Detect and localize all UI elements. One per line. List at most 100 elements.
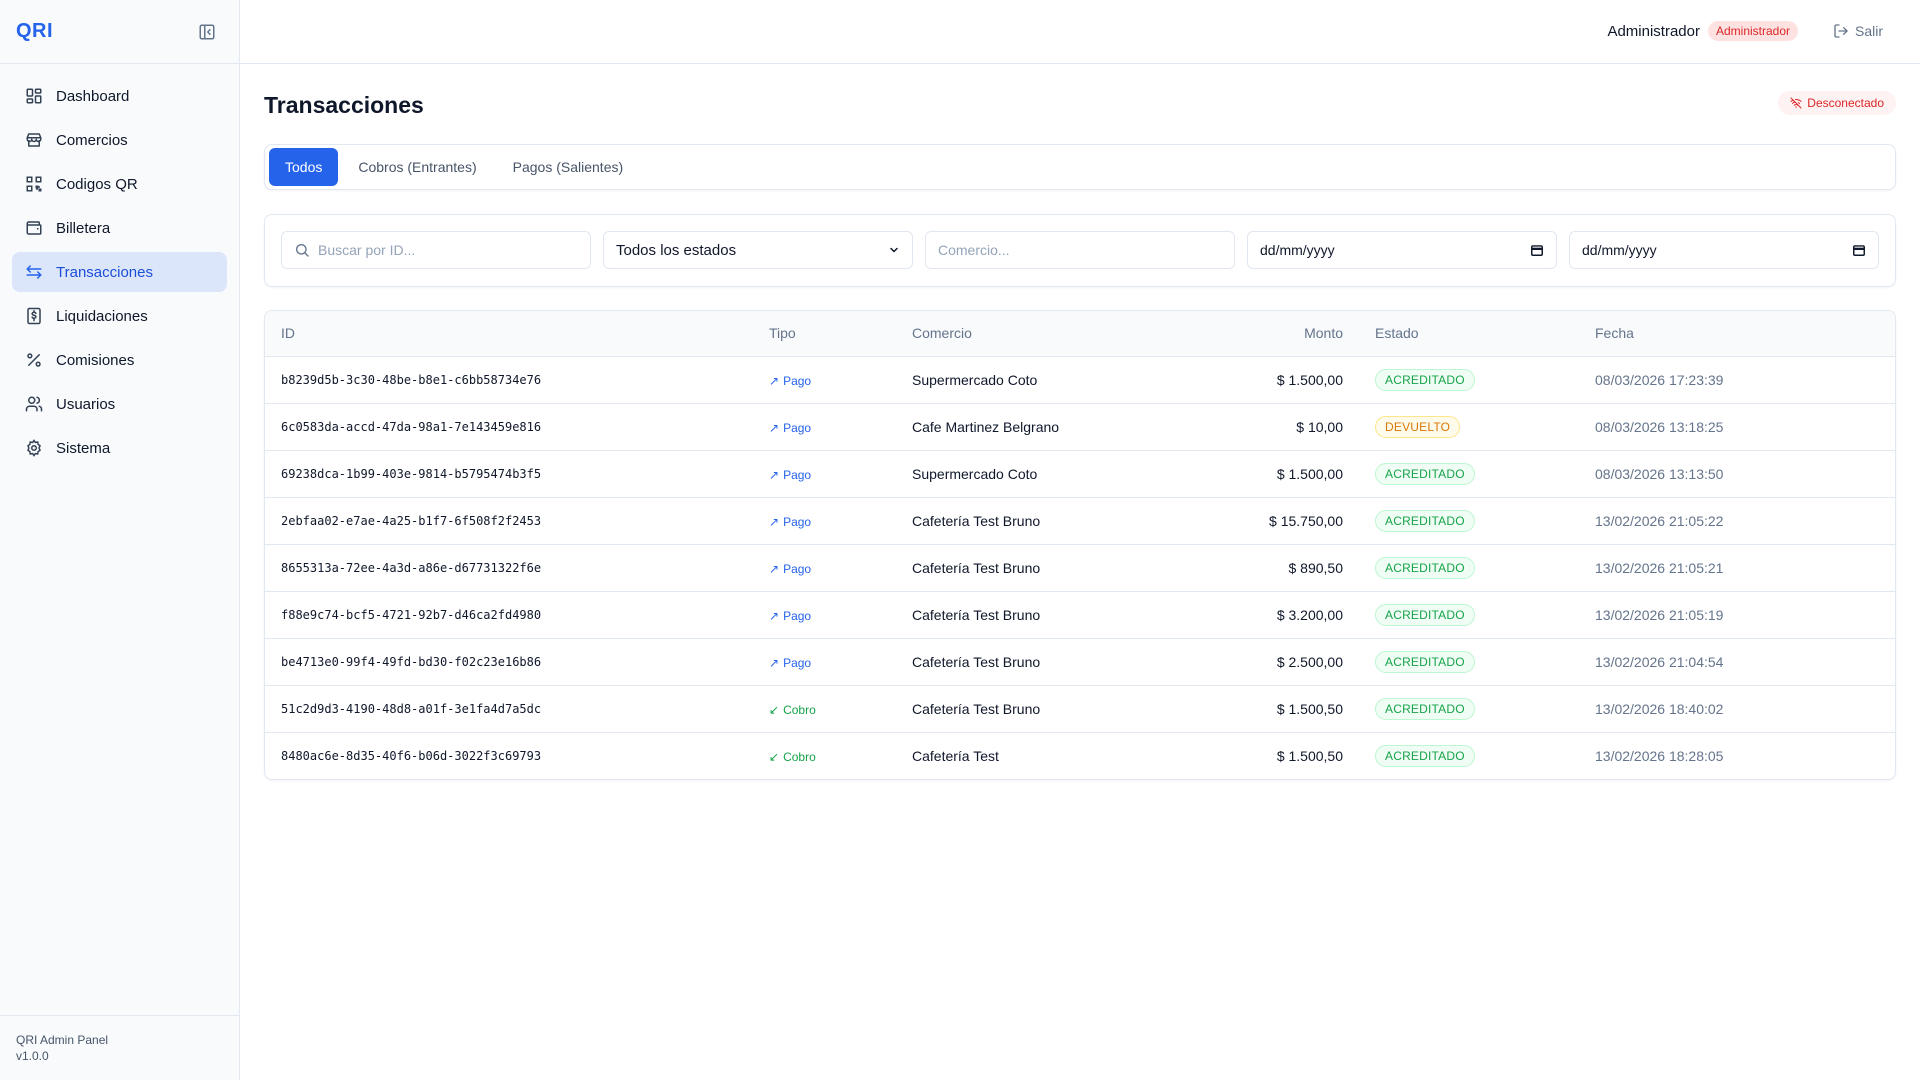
column-header-tipo[interactable]: Tipo: [769, 325, 796, 342]
tab-pagos[interactable]: Pagos (Salientes): [512, 159, 624, 175]
status-badge: ACREDITADO: [1375, 462, 1475, 485]
calendar-icon[interactable]: [1530, 243, 1544, 257]
arrow-up-right-icon: ↗: [769, 514, 780, 529]
table-row[interactable]: 8480ac6e-8d35-40f6-b06d-3022f3c69793 ↙ Cob…: [265, 732, 1895, 779]
type-badge: ↙ Cobro: [769, 750, 816, 764]
cell-monto: $ 1.500,00: [1276, 465, 1343, 482]
status-badge: ACREDITADO: [1375, 650, 1475, 673]
cell-monto: $ 10,00: [1296, 418, 1343, 435]
logout-button[interactable]: Salir: [1833, 23, 1883, 39]
sidebar-item-usuarios[interactable]: Usuarios: [12, 384, 227, 424]
cell-comercio: Cafetería Test: [912, 747, 999, 764]
table-row[interactable]: be4713e0-99f4-49fd-bd30-f02c23e16b86 ↗ Pag…: [265, 638, 1895, 685]
calendar-icon[interactable]: [1852, 243, 1866, 257]
sidebar-item-comercios[interactable]: Comercios: [12, 120, 227, 160]
cell-estado: ACREDITADO: [1359, 591, 1579, 638]
cell-id: 8655313a-72ee-4a3d-a86e-d67731322f6e: [281, 560, 542, 575]
sidebar-item-billetera[interactable]: Billetera: [12, 208, 227, 248]
connection-status-label: Desconectado: [1807, 96, 1884, 110]
cell-tipo: ↗ Pago: [753, 450, 896, 497]
users-icon: [24, 394, 44, 414]
cell-id: 2ebfaa02-e7ae-4a25-b1f7-6f508f2f2453: [281, 513, 542, 528]
cell-tipo: ↗ Pago: [753, 591, 896, 638]
table-row[interactable]: 6c0583da-accd-47da-98a1-7e143459e816 ↗ Pag…: [265, 403, 1895, 450]
arrow-down-left-icon: ↙: [769, 702, 780, 717]
date-from-input[interactable]: dd/mm/yyyy: [1247, 231, 1557, 269]
tab-cobros[interactable]: Cobros (Entrantes): [358, 159, 477, 175]
app-logo[interactable]: QRI: [16, 20, 54, 42]
table-row[interactable]: 2ebfaa02-e7ae-4a25-b1f7-6f508f2f2453 ↗ Pag…: [265, 497, 1895, 544]
type-label: Cobro: [783, 702, 816, 717]
percent-icon: [24, 350, 44, 370]
arrow-down-left-icon: ↙: [769, 749, 780, 764]
logout-label: Salir: [1855, 23, 1884, 39]
transaction-tabs: Todos Cobros (Entrantes) Pagos (Saliente…: [264, 144, 1896, 190]
user-name: Administrador: [1607, 23, 1700, 40]
cell-id: 51c2d9d3-4190-48d8-a01f-3e1fa4d7a5dc: [281, 701, 542, 716]
column-header-comercio[interactable]: Comercio: [912, 325, 972, 342]
search-icon: [296, 244, 309, 257]
cell-id: 6c0583da-accd-47da-98a1-7e143459e816: [281, 419, 542, 434]
chevron-down-icon: [890, 247, 898, 253]
table-row[interactable]: 8655313a-72ee-4a3d-a86e-d67731322f6e ↗ Pag…: [265, 544, 1895, 591]
cell-estado: DEVUELTO: [1359, 403, 1579, 450]
sidebar-item-dashboard[interactable]: Dashboard: [12, 76, 227, 116]
column-header-estado[interactable]: Estado: [1375, 325, 1419, 342]
sidebar-item-sistema[interactable]: Sistema: [12, 428, 227, 468]
type-badge: ↙ Cobro: [769, 703, 816, 717]
status-select[interactable]: Todos los estados: [603, 231, 913, 269]
qr-code-icon: [24, 174, 44, 194]
table-row[interactable]: f88e9c74-bcf5-4721-92b7-d46ca2fd4980 ↗ Pag…: [265, 591, 1895, 638]
type-label: Pago: [783, 467, 812, 482]
arrow-up-right-icon: ↗: [769, 420, 780, 435]
type-badge: ↗ Pago: [769, 515, 811, 529]
filters-panel: Buscar por ID... Todos los estados Comer…: [264, 214, 1896, 287]
cell-monto: $ 3.200,00: [1276, 606, 1343, 623]
merchant-placeholder: Comercio...: [938, 242, 1010, 258]
cell-estado: ACREDITADO: [1359, 497, 1579, 544]
cell-fecha: 08/03/2026 17:23:39: [1595, 371, 1724, 388]
search-input[interactable]: Buscar por ID...: [281, 231, 591, 269]
dashboard-icon: [24, 86, 44, 106]
cell-tipo: ↙ Cobro: [753, 732, 896, 779]
status-badge: ACREDITADO: [1375, 368, 1475, 391]
cell-fecha: 08/03/2026 13:13:50: [1595, 465, 1724, 482]
table-row[interactable]: 51c2d9d3-4190-48d8-a01f-3e1fa4d7a5dc ↙ Cob…: [265, 685, 1895, 732]
column-header-monto[interactable]: Monto: [1304, 325, 1343, 342]
cell-estado: ACREDITADO: [1359, 544, 1579, 591]
column-header-id[interactable]: ID: [281, 325, 295, 342]
type-badge: ↗ Pago: [769, 562, 811, 576]
cell-comercio: Supermercado Coto: [912, 371, 1038, 388]
transactions-table-card: ID Tipo Comercio Monto Estado Fecha b823…: [264, 310, 1896, 780]
cell-tipo: ↙ Cobro: [753, 685, 896, 732]
sidebar-item-codigos-qr[interactable]: Codigos QR: [12, 164, 227, 204]
sidebar-collapse-icon[interactable]: [197, 22, 217, 42]
arrows-exchange-icon: [24, 262, 44, 282]
table-row[interactable]: 69238dca-1b99-403e-9814-b5795474b3f5 ↗ Pag…: [265, 450, 1895, 497]
app-version: v1.0.0: [16, 1049, 49, 1063]
sidebar-nav: Dashboard Comercios Codigos QR Billetera…: [0, 64, 239, 484]
sidebar-item-comisiones[interactable]: Comisiones: [12, 340, 227, 380]
sidebar-item-label: Billetera: [56, 219, 111, 237]
type-label: Pago: [783, 514, 812, 529]
type-badge: ↗ Pago: [769, 468, 811, 482]
dollar-receipt-icon: [24, 306, 44, 326]
cell-fecha: 13/02/2026 18:28:05: [1595, 747, 1724, 764]
cell-id: be4713e0-99f4-49fd-bd30-f02c23e16b86: [281, 654, 542, 669]
sidebar-item-transacciones[interactable]: Transacciones: [12, 252, 227, 292]
type-label: Cobro: [783, 749, 816, 764]
sidebar-item-label: Comisiones: [56, 351, 135, 369]
sidebar-item-liquidaciones[interactable]: Liquidaciones: [12, 296, 227, 336]
type-label: Pago: [783, 561, 812, 576]
cell-tipo: ↗ Pago: [753, 638, 896, 685]
table-row[interactable]: b8239d5b-3c30-48be-b8e1-c6bb58734e76 ↗ Pag…: [265, 356, 1895, 403]
merchant-input[interactable]: Comercio...: [925, 231, 1235, 269]
tab-todos[interactable]: Todos: [269, 148, 339, 186]
sidebar-item-label: Transacciones: [56, 263, 153, 281]
cell-estado: ACREDITADO: [1359, 450, 1579, 497]
date-to-input[interactable]: dd/mm/yyyy: [1569, 231, 1879, 269]
status-select-value: Todos los estados: [616, 241, 737, 259]
cell-fecha: 13/02/2026 21:05:22: [1595, 512, 1724, 529]
column-header-fecha[interactable]: Fecha: [1595, 325, 1634, 342]
cell-fecha: 13/02/2026 21:05:21: [1595, 559, 1724, 576]
